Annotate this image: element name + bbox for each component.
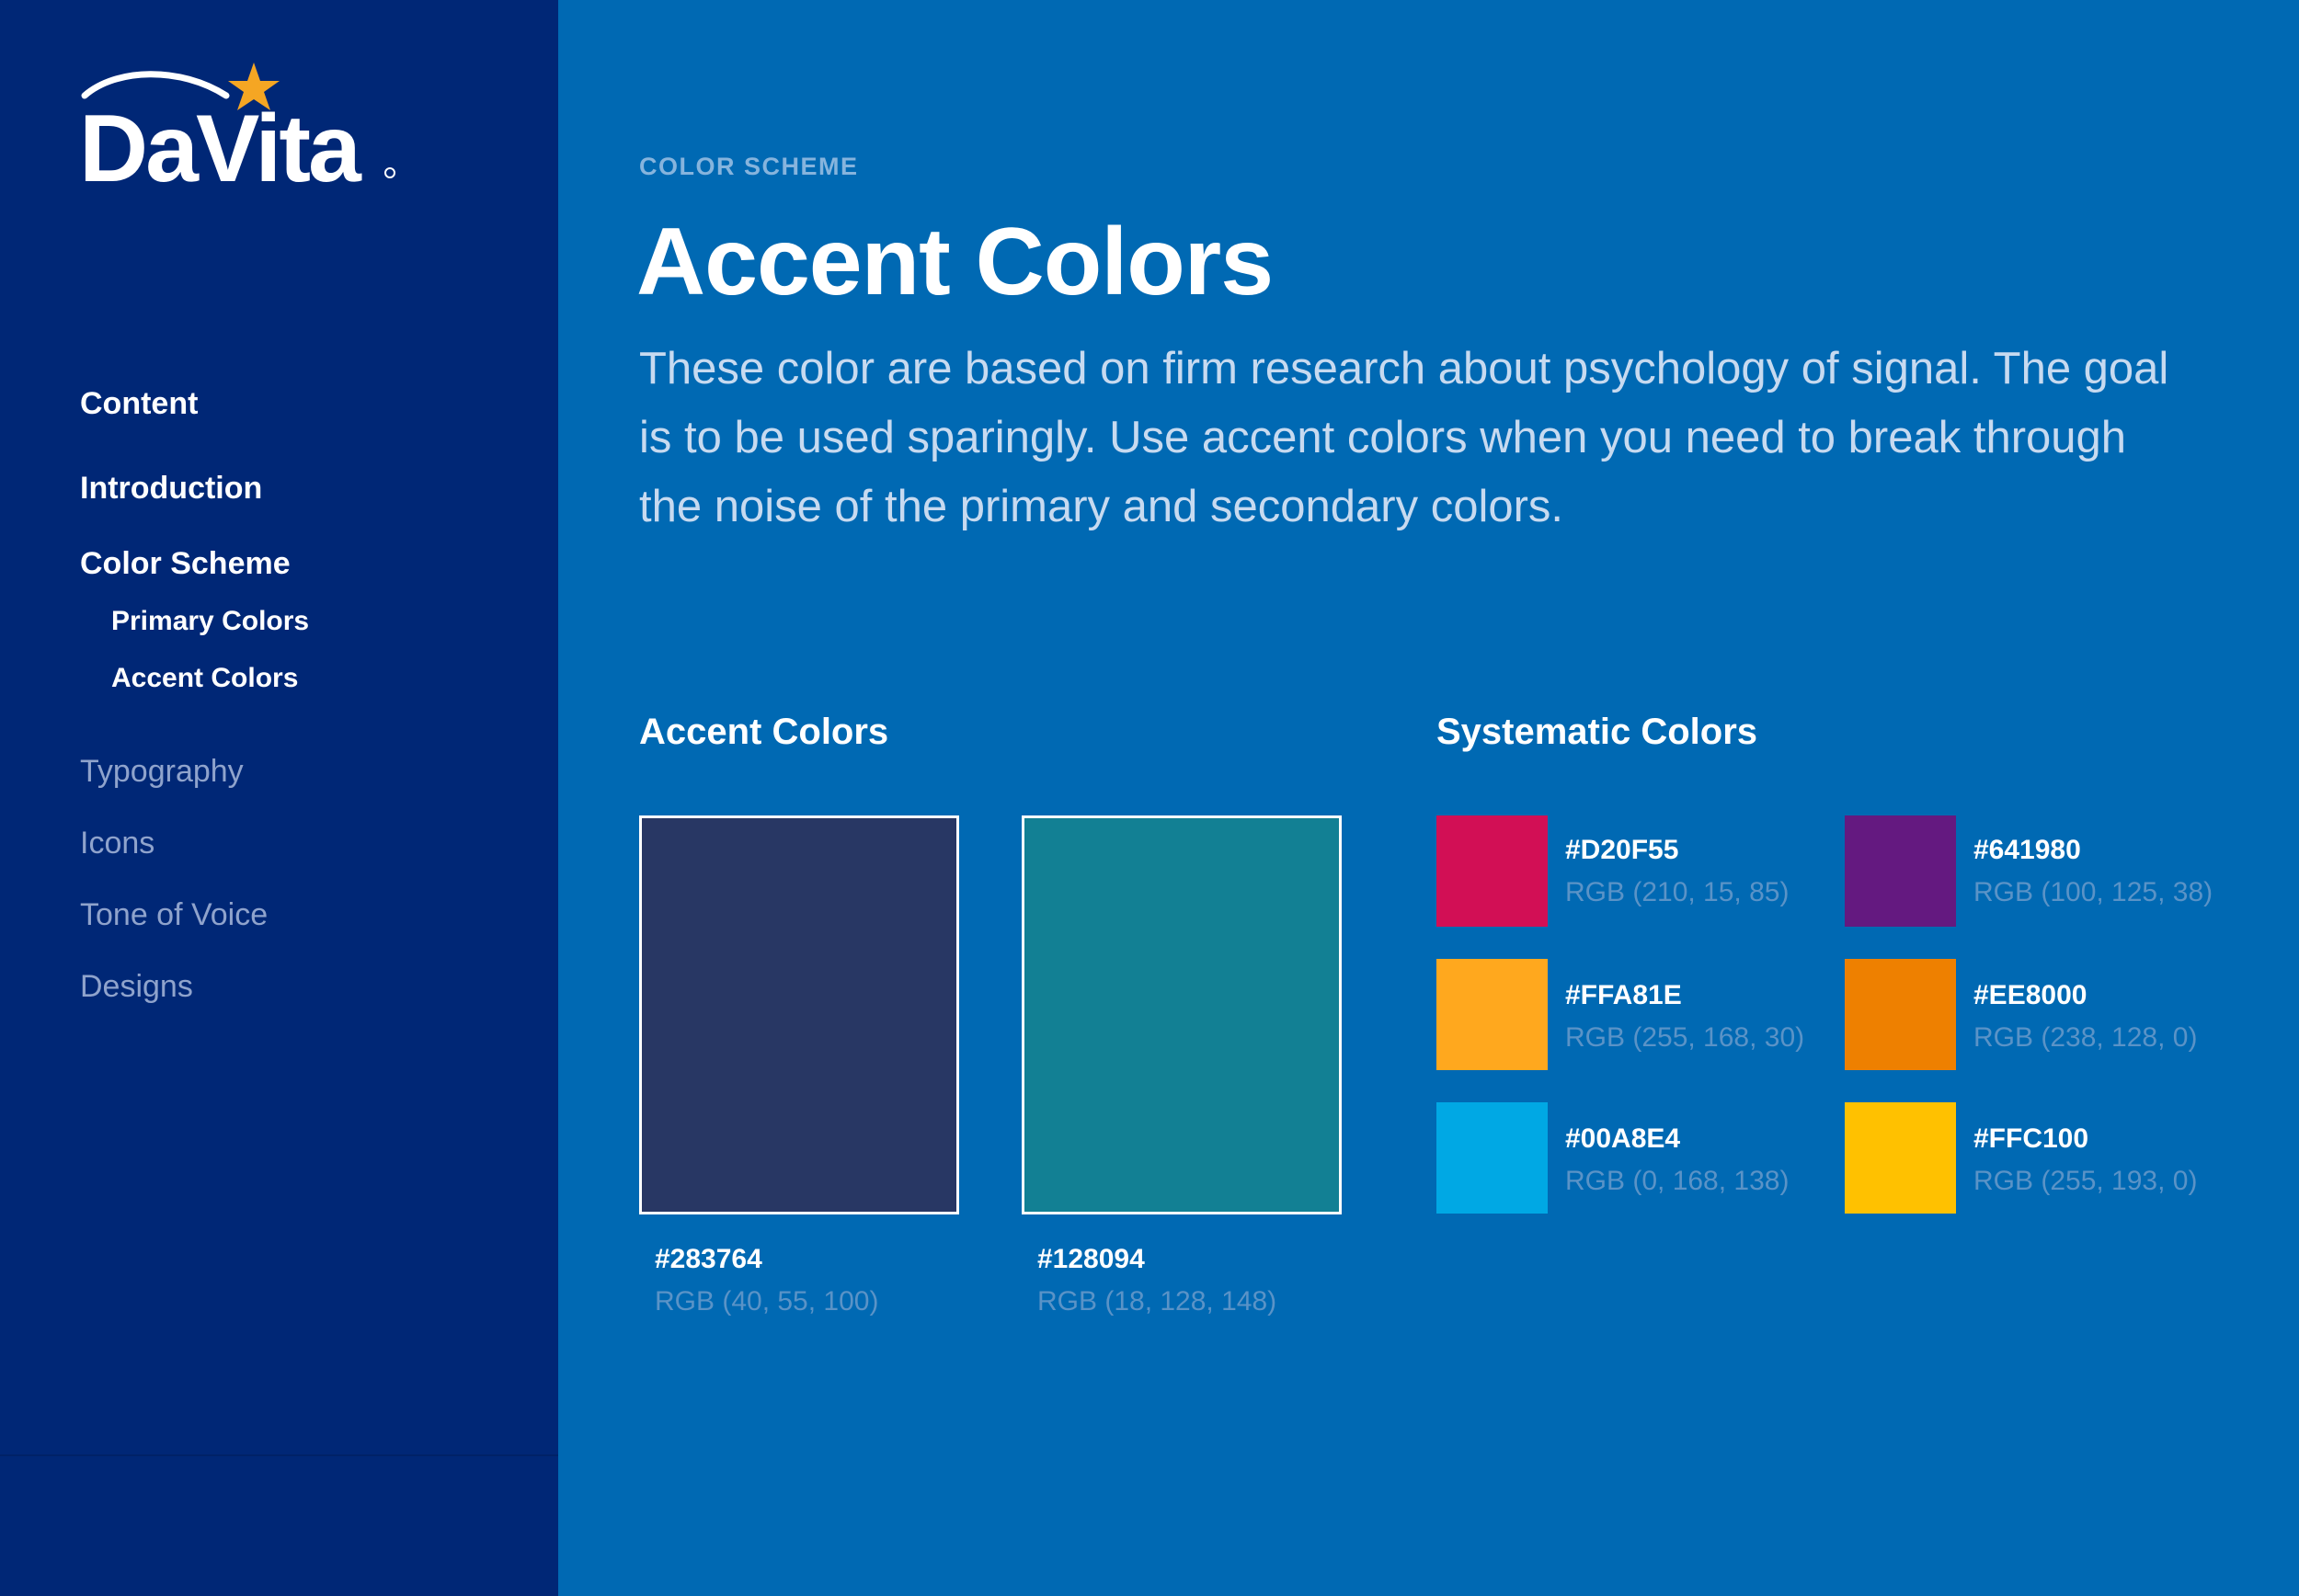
- accent-colors-heading: Accent Colors: [639, 712, 889, 752]
- systematic-swatch-1-rgb: RGB (210, 15, 85): [1565, 877, 1790, 907]
- sidebar-item-introduction[interactable]: Introduction: [80, 471, 263, 506]
- systematic-swatch-5[interactable]: [1436, 1102, 1548, 1214]
- sidebar-subitem-accent-colors[interactable]: Accent Colors: [111, 663, 299, 693]
- systematic-swatch-3[interactable]: [1436, 959, 1548, 1070]
- page-title: Accent Colors: [636, 209, 1274, 315]
- systematic-swatch-6[interactable]: [1845, 1102, 1956, 1214]
- star-icon: [228, 63, 280, 110]
- sidebar-item-icons[interactable]: Icons: [80, 826, 155, 861]
- accent-swatch-1[interactable]: [639, 815, 959, 1214]
- logo-graphic: [81, 63, 395, 178]
- systematic-swatch-4-hex: #EE8000: [1973, 980, 2087, 1010]
- systematic-colors-heading: Systematic Colors: [1436, 712, 1758, 752]
- systematic-swatch-4[interactable]: [1845, 959, 1956, 1070]
- systematic-swatch-5-hex: #00A8E4: [1565, 1123, 1681, 1154]
- accent-swatch-1-hex: #283764: [655, 1244, 762, 1274]
- systematic-swatch-6-rgb: RGB (255, 193, 0): [1973, 1166, 2198, 1196]
- sidebar-item-designs[interactable]: Designs: [80, 969, 193, 1004]
- accent-swatch-2[interactable]: [1022, 815, 1342, 1214]
- sidebar-item-color-scheme[interactable]: Color Scheme: [80, 546, 291, 581]
- accent-swatch-2-rgb: RGB (18, 128, 148): [1037, 1286, 1277, 1317]
- sidebar-item-content[interactable]: Content: [80, 386, 199, 421]
- accent-swatch-1-rgb: RGB (40, 55, 100): [655, 1286, 879, 1317]
- systematic-swatch-4-rgb: RGB (238, 128, 0): [1973, 1022, 2198, 1053]
- page-description: These color are based on firm research a…: [639, 344, 2169, 531]
- systematic-swatch-5-rgb: RGB (0, 168, 138): [1565, 1166, 1790, 1196]
- systematic-swatch-1[interactable]: [1436, 815, 1548, 927]
- sidebar-footer-divider: [0, 1454, 558, 1456]
- systematic-swatch-2[interactable]: [1845, 815, 1956, 927]
- systematic-swatch-6-hex: #FFC100: [1973, 1123, 2089, 1154]
- sidebar-item-tone-of-voice[interactable]: Tone of Voice: [80, 897, 269, 932]
- systematic-swatch-3-rgb: RGB (255, 168, 30): [1565, 1022, 1805, 1053]
- page-eyebrow: COLOR SCHEME: [639, 153, 859, 180]
- accent-swatch-2-hex: #128094: [1037, 1244, 1145, 1274]
- sidebar-item-typography[interactable]: Typography: [80, 754, 244, 789]
- logo-text: DaVita: [79, 96, 361, 202]
- davita-logo[interactable]: DaVita: [79, 59, 401, 197]
- systematic-swatch-1-hex: #D20F55: [1565, 835, 1679, 865]
- sidebar: DaVita Content Introduction Color Scheme…: [0, 0, 558, 1596]
- systematic-swatch-3-hex: #FFA81E: [1565, 980, 1682, 1010]
- sidebar-subitem-primary-colors[interactable]: Primary Colors: [111, 606, 310, 636]
- systematic-swatch-2-rgb: RGB (100, 125, 38): [1973, 877, 2213, 907]
- systematic-swatch-2-hex: #641980: [1973, 835, 2081, 865]
